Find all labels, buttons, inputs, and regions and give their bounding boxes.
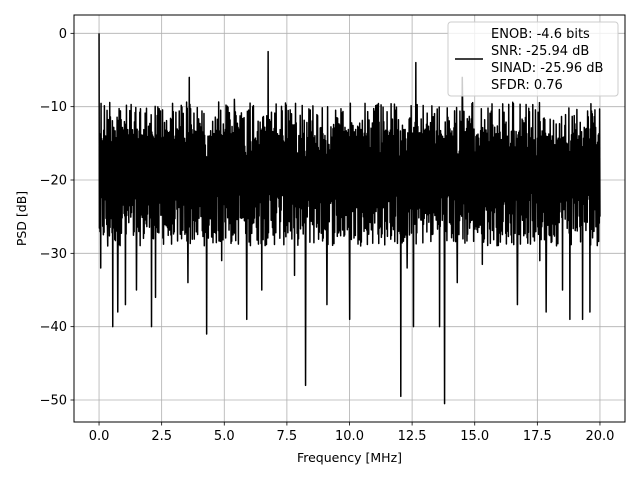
legend-text-sinad: SINAD: -25.96 dB [491,61,603,76]
y-axis-label: PSD [dB] [14,191,29,246]
legend: ENOB: -4.6 bits SNR: -25.94 dB SINAD: -2… [447,21,619,97]
x-tick-label: 2.5 [151,429,172,444]
psd-line [98,33,601,405]
y-tick-label: −10 [40,100,67,115]
x-tick-label: 17.5 [523,429,552,444]
x-tick-label: 5.0 [214,429,235,444]
legend-text-sfdr: SFDR: 0.76 [491,78,563,93]
x-axis-label: Frequency [MHz] [297,450,402,465]
x-tick-label: 12.5 [398,429,427,444]
y-tick-label: 0 [59,27,67,42]
y-tick-label: −50 [40,394,67,409]
legend-text-snr: SNR: -25.94 dB [491,44,589,59]
y-tick-label: −40 [40,320,67,335]
legend-box [447,21,619,97]
legend-text-enob: ENOB: -4.6 bits [491,27,590,42]
x-tick-label: 0.0 [89,429,110,444]
y-tick-label: −30 [40,247,67,262]
x-tick-label: 15.0 [460,429,489,444]
psd-series [98,33,601,405]
x-tick-label: 7.5 [277,429,298,444]
x-tick-label: 20.0 [585,429,614,444]
x-tick-label: 10.0 [335,429,364,444]
axis-ticks: 0.0 2.5 5.0 7.5 10.0 12.5 15.0 17.5 20.0 0 −10 −20 −… [40,27,615,444]
y-tick-label: −20 [40,174,67,189]
